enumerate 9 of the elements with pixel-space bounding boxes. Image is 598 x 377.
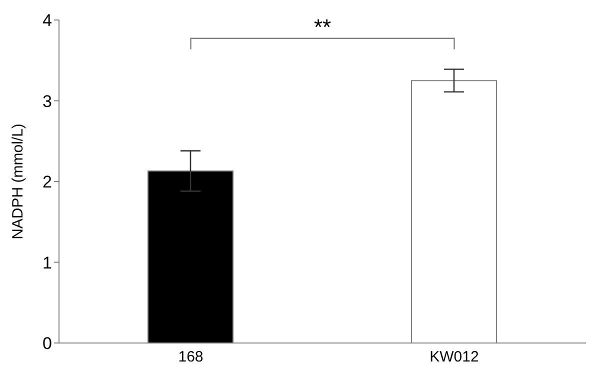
y-tick-label: 0 — [42, 334, 52, 354]
annotation: ** — [314, 14, 332, 40]
y-tick-label: 2 — [42, 172, 52, 192]
x-tick-label: 168 — [178, 348, 204, 366]
y-axis-title: NADPH (mmol/L) — [9, 124, 26, 240]
y-tick-label: 4 — [42, 11, 52, 30]
x-tick-label: KW012 — [430, 348, 479, 366]
y-tick-label: 3 — [42, 92, 52, 111]
y-tick-label: 1 — [42, 253, 52, 272]
